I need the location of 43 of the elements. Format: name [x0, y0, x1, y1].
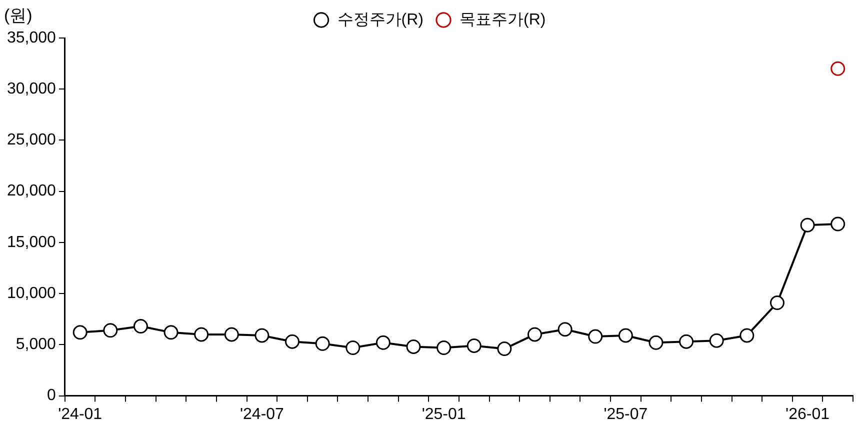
- point: [466, 338, 482, 353]
- point: [497, 342, 512, 356]
- point: [558, 322, 572, 337]
- y-tick-label: 25,000: [7, 132, 56, 149]
- y-tick-label: 10,000: [7, 284, 56, 302]
- point: [588, 329, 603, 344]
- point: [679, 334, 694, 349]
- point: [133, 319, 148, 334]
- point: [618, 328, 633, 343]
- point: [800, 218, 815, 232]
- point: [648, 335, 664, 350]
- point: [436, 340, 452, 356]
- y-tick-label: 30,000: [7, 80, 56, 98]
- x-tick-label: '26-01: [786, 406, 830, 423]
- point: [103, 323, 118, 338]
- point: [285, 334, 300, 349]
- point: [770, 296, 784, 310]
- x-tick-label: '24-07: [240, 406, 284, 423]
- y-tick-label: 15,000: [7, 234, 56, 251]
- point: [527, 327, 542, 342]
- legend-label: 수정주가(R): [337, 11, 424, 28]
- point: [224, 327, 239, 342]
- point: [164, 325, 178, 340]
- point: [830, 61, 846, 76]
- x-tick-label: '25-07: [604, 406, 648, 423]
- legend-label: 목표주가(R): [460, 11, 546, 28]
- y-tick-label: 0: [47, 387, 56, 404]
- y-tick-label: 5,000: [16, 336, 56, 354]
- point: [406, 339, 421, 354]
- y-tick-label: 20,000: [7, 182, 56, 200]
- y-axis-title: (원): [4, 6, 32, 26]
- point: [72, 325, 88, 340]
- y-tick-label: 35,000: [7, 29, 56, 46]
- point: [194, 327, 209, 342]
- point: [315, 336, 330, 351]
- point: [254, 328, 270, 343]
- point: [376, 335, 390, 350]
- point: [709, 333, 724, 348]
- x-tick-label: '24-01: [58, 406, 102, 423]
- point: [830, 216, 846, 232]
- point: [346, 340, 360, 356]
- x-tick-label: '25-01: [422, 406, 466, 423]
- point: [740, 328, 754, 343]
